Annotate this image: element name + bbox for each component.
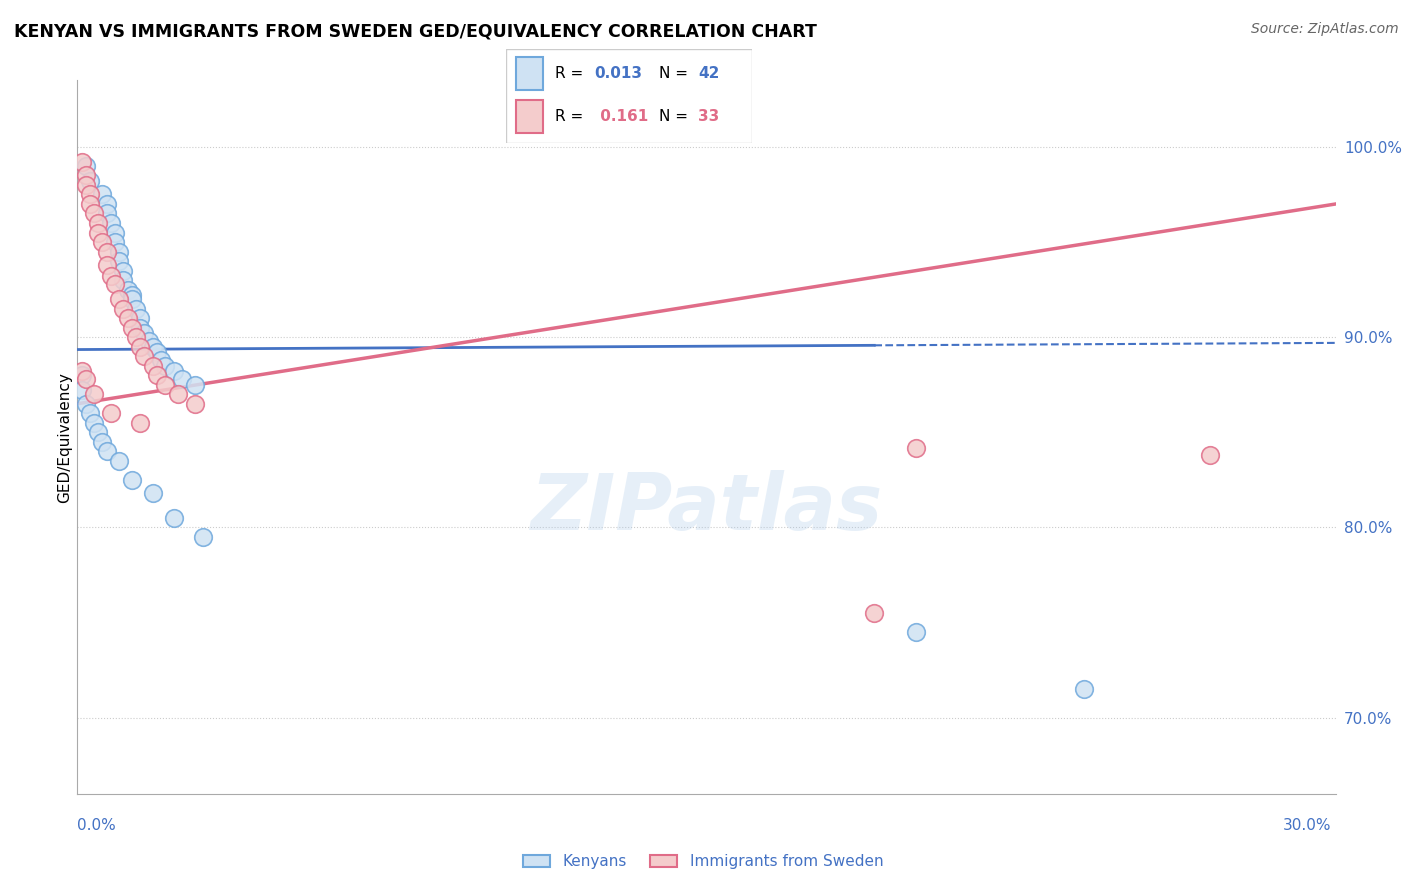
Text: Source: ZipAtlas.com: Source: ZipAtlas.com [1251, 22, 1399, 37]
FancyBboxPatch shape [506, 49, 752, 143]
Point [91, 434, 114, 449]
Text: 0.161: 0.161 [595, 109, 648, 124]
Bar [516, 56, 543, 90]
Point [75, 372, 97, 386]
Point [142, 340, 165, 354]
Point [125, 330, 148, 344]
Point [83, 206, 105, 220]
Point [70, 368, 93, 383]
Point [75, 169, 97, 183]
Point [96, 206, 118, 220]
Point [150, 353, 173, 368]
Point [108, 292, 131, 306]
Point [79, 406, 101, 420]
Point [96, 244, 118, 259]
Point [191, 530, 215, 544]
Point [129, 320, 152, 334]
Point [129, 416, 152, 430]
Point [112, 263, 135, 277]
Point [108, 254, 131, 268]
Point [142, 486, 165, 500]
Point [96, 444, 118, 458]
Point [172, 372, 194, 386]
Point [104, 226, 127, 240]
Point [112, 301, 135, 316]
Point [121, 473, 143, 487]
Point [79, 197, 101, 211]
Point [134, 326, 156, 341]
Point [75, 178, 97, 192]
Point [155, 377, 177, 392]
Point [155, 359, 177, 373]
Point [146, 368, 169, 383]
Point [87, 425, 110, 440]
Point [905, 441, 928, 455]
Point [91, 235, 114, 249]
Point [75, 397, 97, 411]
Point [100, 406, 122, 420]
Bar [516, 100, 543, 134]
Point [104, 235, 127, 249]
Text: N =: N = [658, 66, 688, 81]
Text: KENYAN VS IMMIGRANTS FROM SWEDEN GED/EQUIVALENCY CORRELATION CHART: KENYAN VS IMMIGRANTS FROM SWEDEN GED/EQU… [14, 22, 817, 40]
Point [121, 292, 143, 306]
Point [70, 384, 93, 398]
Text: R =: R = [555, 66, 583, 81]
Point [146, 345, 169, 359]
Point [83, 416, 105, 430]
Point [117, 311, 139, 326]
Point [1073, 682, 1095, 697]
Point [70, 364, 93, 378]
Point [108, 244, 131, 259]
Point [1199, 448, 1222, 462]
Point [104, 277, 127, 291]
Point [125, 301, 148, 316]
Point [100, 216, 122, 230]
Text: 30.0%: 30.0% [1284, 818, 1331, 832]
Text: 0.013: 0.013 [595, 66, 643, 81]
Point [142, 359, 165, 373]
Point [83, 387, 105, 401]
Point [87, 216, 110, 230]
Text: 42: 42 [697, 66, 720, 81]
Point [129, 311, 152, 326]
Point [184, 377, 207, 392]
Point [121, 320, 143, 334]
Point [87, 226, 110, 240]
Text: 33: 33 [697, 109, 720, 124]
Point [134, 349, 156, 363]
Point [117, 283, 139, 297]
Point [167, 387, 190, 401]
Point [70, 155, 93, 169]
Point [163, 511, 186, 525]
Point [112, 273, 135, 287]
Text: 0.0%: 0.0% [77, 818, 117, 832]
Text: ZIPatlas: ZIPatlas [530, 470, 883, 547]
Point [91, 187, 114, 202]
Point [96, 258, 118, 272]
Point [108, 454, 131, 468]
Point [905, 625, 928, 640]
Point [121, 288, 143, 302]
Point [129, 340, 152, 354]
Point [96, 197, 118, 211]
Text: N =: N = [658, 109, 688, 124]
Point [79, 187, 101, 202]
Legend: Kenyans, Immigrants from Sweden: Kenyans, Immigrants from Sweden [517, 848, 889, 875]
Point [863, 606, 886, 620]
Point [184, 397, 207, 411]
Point [79, 174, 101, 188]
Point [100, 269, 122, 284]
Y-axis label: GED/Equivalency: GED/Equivalency [56, 372, 72, 502]
Point [163, 364, 186, 378]
Point [75, 159, 97, 173]
Point [138, 334, 160, 348]
Text: R =: R = [555, 109, 583, 124]
